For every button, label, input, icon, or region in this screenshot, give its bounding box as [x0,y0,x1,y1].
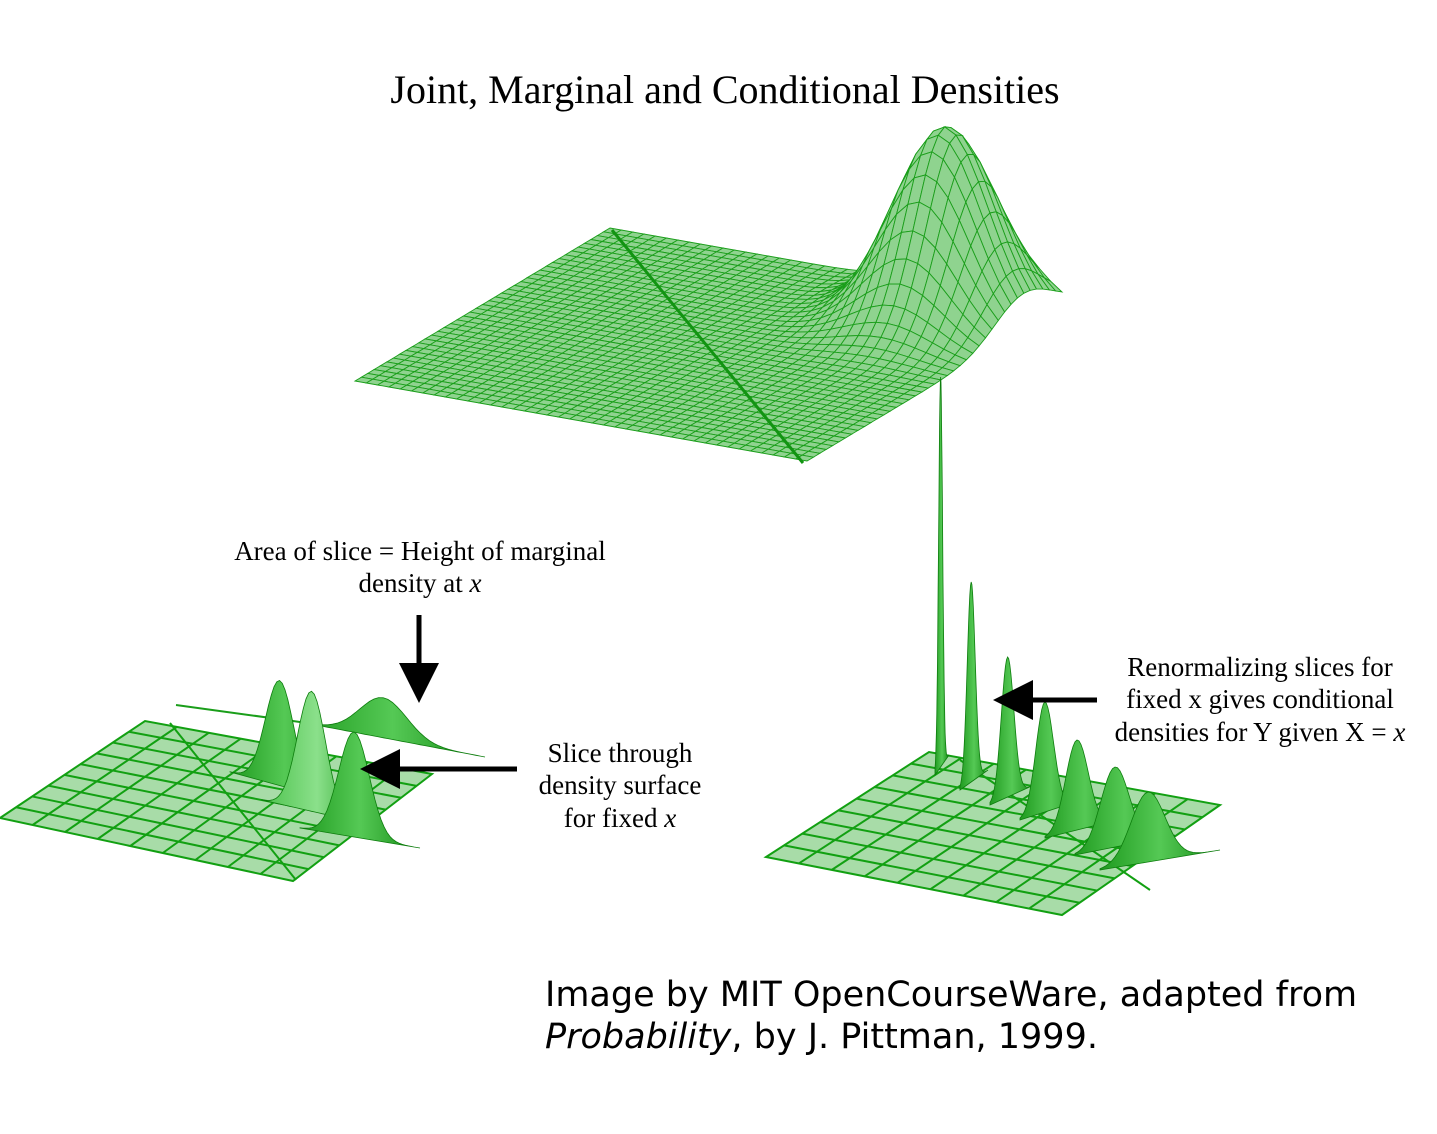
renorm-label-line1: Renormalizing slices for [1127,652,1393,682]
renorm-label-line3-text: densities for Y given X = [1114,716,1394,747]
left-density-slices [175,680,486,849]
grid-line [64,731,210,833]
grid-line [783,844,1080,904]
slice-label-line3-text: for fixed [563,802,665,833]
area-of-slice-label: Area of slice = Height of marginal densi… [200,535,640,600]
marginal-density-curve [299,697,486,758]
renorm-label-line2: fixed x gives conditional [1126,684,1394,715]
figure-title: Joint, Marginal and Conditional Densitie… [390,67,1060,112]
grid-line [32,795,325,859]
area-label-line1: Area of slice = Height of marginal [234,536,606,566]
grid-line [802,832,1098,892]
grid-line [838,809,1133,868]
grid-line [64,773,355,835]
slice-label-var: x [664,802,677,833]
conditional-density-slice [934,376,950,777]
renorm-label-line3: densities for Y given X = x [1080,716,1437,748]
credit-line2-rest: , by J. Pittman, 1999. [731,1017,1098,1057]
grid-line [97,737,242,840]
slice-label-line3: for fixed x [495,802,745,834]
surface-fold-line [610,229,805,464]
slice-label-line2: density surface [538,770,702,801]
grid-diagonal [169,722,297,881]
joint-density-surface [353,125,1064,464]
grid-line [15,806,309,871]
area-label-var: x [469,568,482,599]
slice-label-line1: Slice through [547,738,693,768]
density-slice [299,731,421,849]
credit-line2: Probability, by J. Pittman, 1999. [545,1016,1357,1058]
conditional-density-slice [1099,791,1221,871]
image-credit: Image by MIT OpenCourseWare, adapted fro… [545,974,1357,1058]
area-label-line2-text: density at [358,568,470,599]
conditional-density-plot [763,376,1223,917]
conditional-density-slices [934,376,1221,871]
grid-line [820,821,1115,880]
grid-line [31,726,178,826]
grid-line [798,757,962,865]
grid-line [48,784,340,847]
conditional-density-slice [959,581,989,791]
slice-through-label: Slice through density surface for fixed … [495,737,745,834]
slice-density-plot [0,680,486,883]
credit-line1: Image by MIT OpenCourseWare, adapted fro… [545,975,1358,1015]
grid-line [129,743,274,847]
renorm-label-var: x [1393,716,1406,747]
credit-book-title: Probability [545,1017,732,1057]
renormalizing-label: Renormalizing slices for fixed x gives c… [1080,651,1437,748]
area-label-line2: density at x [200,567,640,599]
